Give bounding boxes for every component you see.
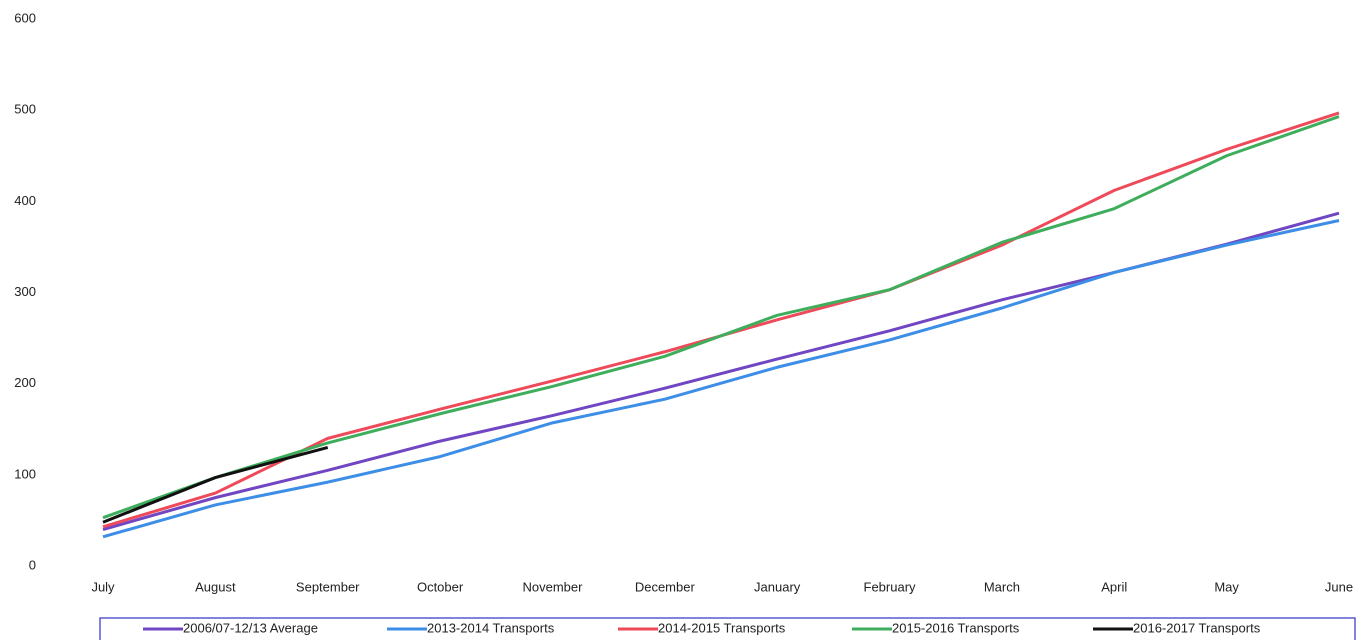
series-line <box>102 446 329 524</box>
y-tick-label: 400 <box>14 193 36 208</box>
series-line <box>102 111 1340 529</box>
x-tick-label: May <box>1214 579 1239 594</box>
x-tick-label: December <box>635 579 696 594</box>
x-tick-label: October <box>417 579 464 594</box>
x-tick-label: June <box>1325 579 1353 594</box>
y-tick-label: 300 <box>14 284 36 299</box>
y-tick-label: 0 <box>29 557 36 572</box>
legend-label: 2013-2014 Transports <box>427 620 555 635</box>
y-tick-label: 100 <box>14 466 36 481</box>
series-line <box>102 211 1340 531</box>
x-tick-label: April <box>1101 579 1127 594</box>
y-tick-label: 600 <box>14 10 36 25</box>
x-tick-label: March <box>984 579 1020 594</box>
x-tick-label: September <box>296 579 360 594</box>
x-tick-label: January <box>754 579 801 594</box>
x-tick-label: February <box>864 579 917 594</box>
series-line <box>102 115 1340 520</box>
x-tick-label: July <box>91 579 115 594</box>
y-tick-label: 200 <box>14 375 36 390</box>
x-tick-label: November <box>522 579 583 594</box>
legend-label: 2014-2015 Transports <box>658 620 786 635</box>
legend-box <box>99 617 1356 640</box>
series-line <box>102 219 1340 539</box>
x-tick-label: August <box>195 579 236 594</box>
y-tick-label: 500 <box>14 102 36 117</box>
legend-label: 2016-2017 Transports <box>1133 620 1261 635</box>
legend-label: 2006/07-12/13 Average <box>183 620 318 635</box>
legend-label: 2015-2016 Transports <box>892 620 1020 635</box>
